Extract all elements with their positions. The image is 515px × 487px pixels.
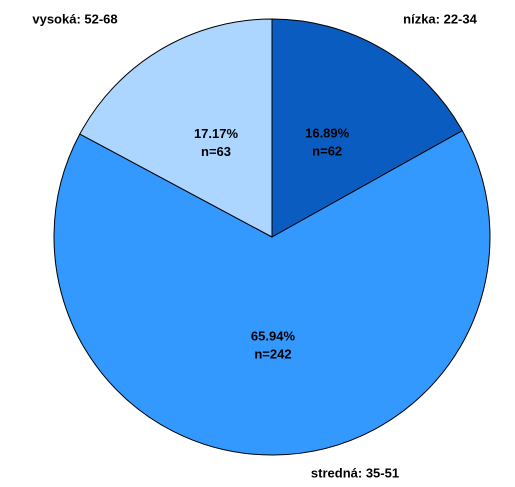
pie-slice: [53, 129, 491, 456]
count-label: n=242: [254, 346, 291, 361]
category-label: vysoká: 52-68: [32, 11, 117, 26]
count-label: n=63: [201, 144, 231, 159]
value-label: 65.94%: [251, 328, 296, 343]
category-label: stredná: 35-51: [311, 465, 399, 480]
category-label: nízka: 22-34: [403, 11, 477, 26]
pie-slice: [271, 18, 463, 238]
pie-slice: [79, 18, 273, 238]
value-label: 17.17%: [194, 126, 239, 141]
count-label: n=62: [312, 143, 342, 158]
value-label: 16.89%: [305, 125, 350, 140]
